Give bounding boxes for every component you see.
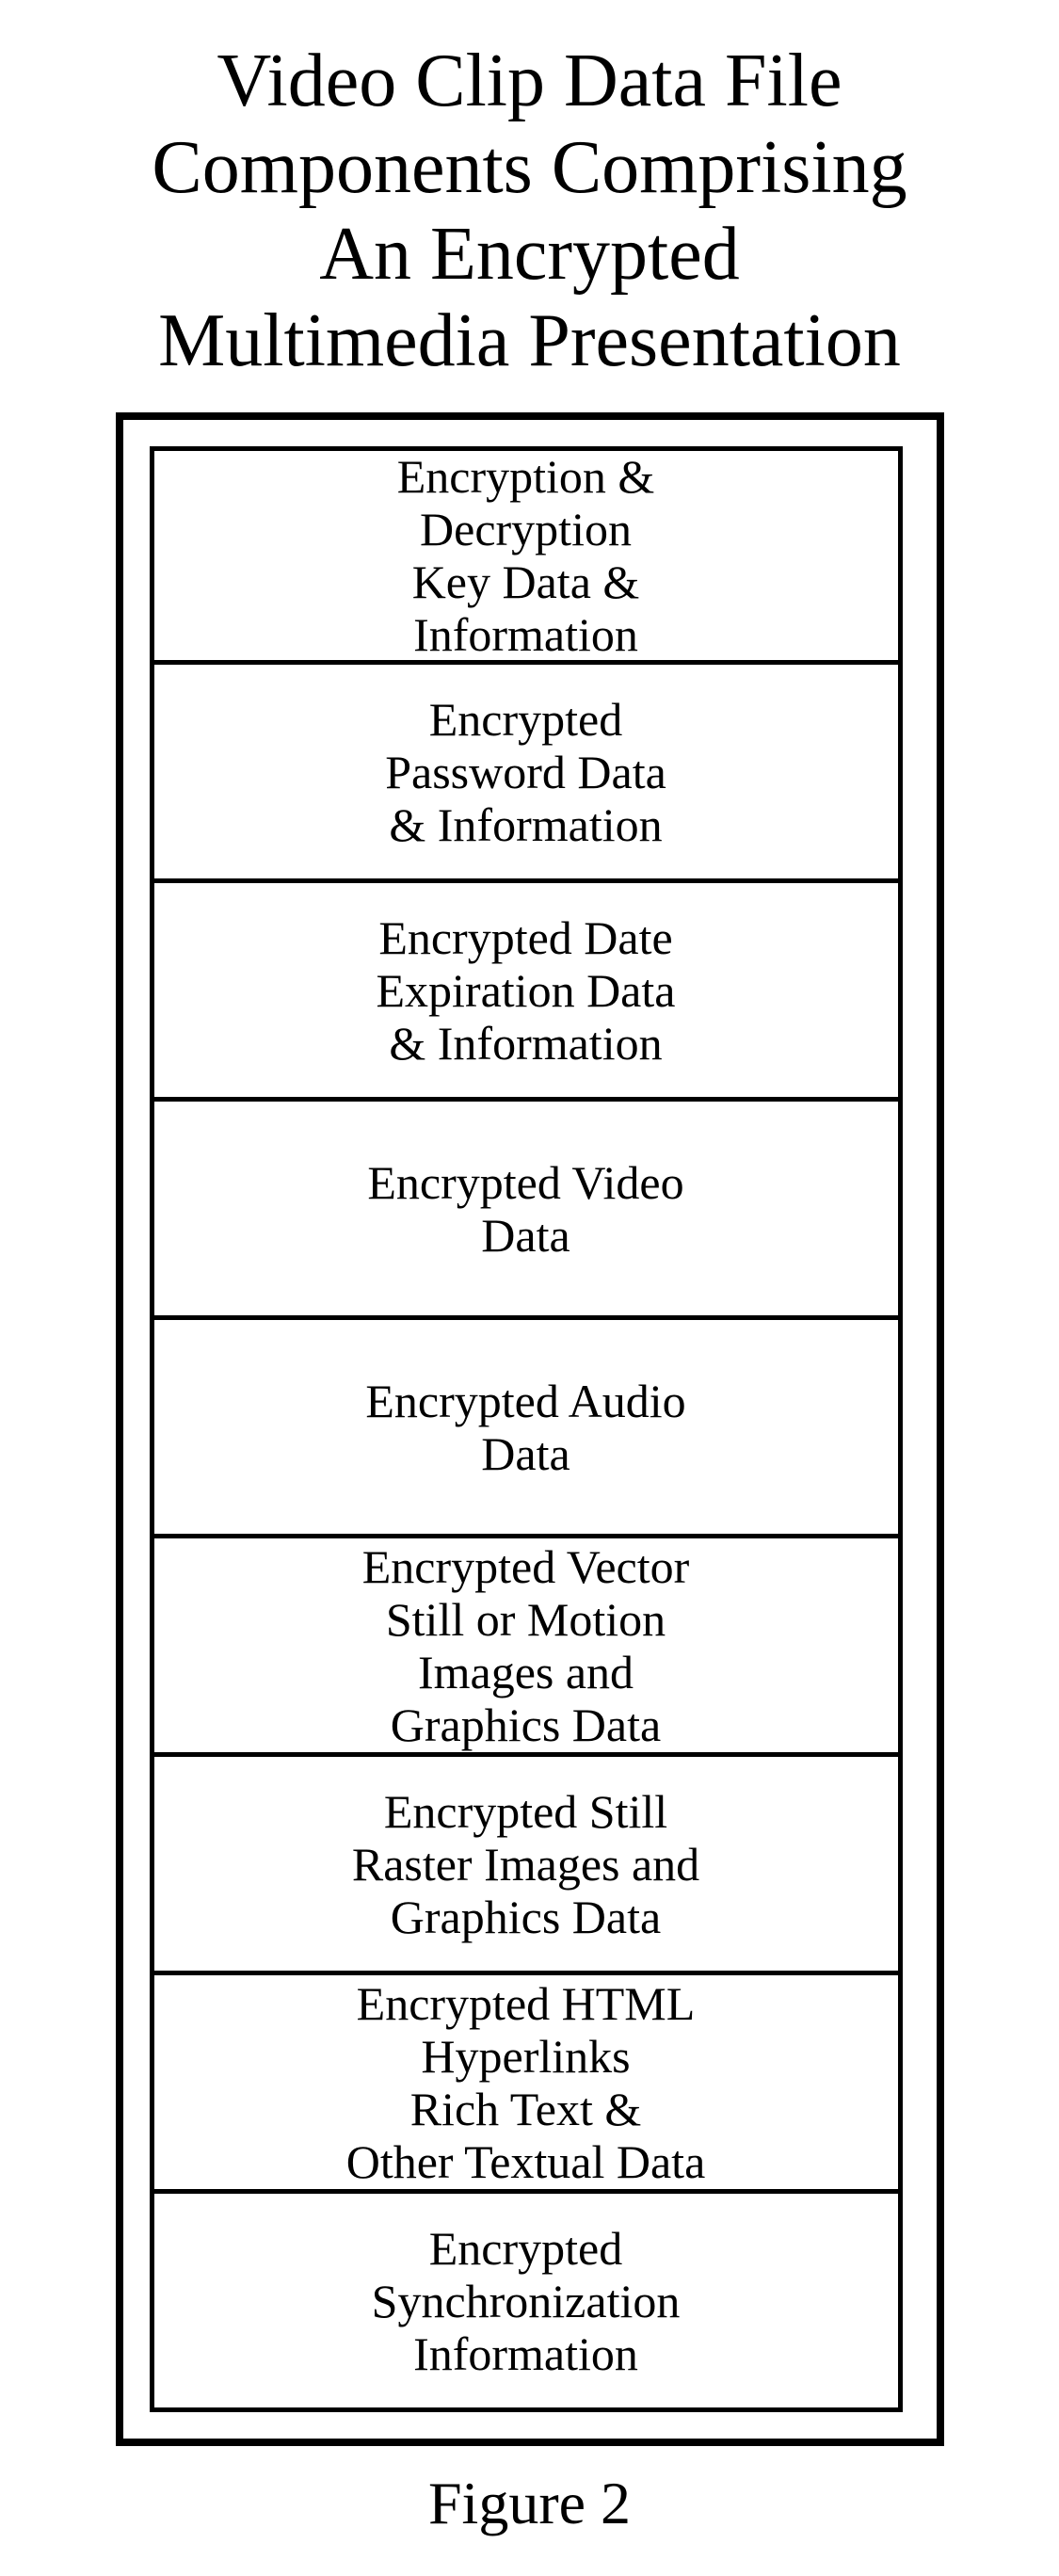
cell-line: Synchronization [372, 2275, 681, 2327]
figure-wrap: Video Clip Data FileComponents Comprisin… [59, 38, 1001, 2538]
cell-text: Encrypted StillRaster Images andGraphics… [352, 1785, 699, 1943]
cell-text: Encryption &DecryptionKey Data &Informat… [397, 450, 655, 661]
cell-line: & Information [389, 798, 662, 851]
component-cell: EncryptedSynchronizationInformation [150, 2194, 903, 2412]
cell-line: Raster Images and [352, 1838, 699, 1891]
cell-text: Encrypted DateExpiration Data& Informati… [377, 911, 676, 1070]
cell-text: EncryptedPassword Data& Information [385, 693, 666, 851]
title-line: Video Clip Data File [217, 40, 842, 122]
cell-text: EncryptedSynchronizationInformation [372, 2222, 681, 2380]
cell-line: Information [413, 2327, 638, 2380]
cell-line: Key Data & [412, 555, 640, 608]
cell-line: Encrypted Audio [365, 1375, 685, 1427]
cell-line: Encrypted [429, 693, 622, 746]
component-cell: EncryptedPassword Data& Information [150, 665, 903, 883]
cell-line: Encrypted Vector [362, 1540, 690, 1593]
title-line: An Encrypted [319, 213, 740, 296]
cell-line: Encrypted Date [378, 911, 672, 964]
cell-line: Still or Motion [386, 1593, 666, 1646]
cell-text: Encrypted AudioData [365, 1375, 685, 1480]
cell-line: Encrypted HTML [357, 1977, 696, 2030]
cell-stack: Encryption &DecryptionKey Data &Informat… [150, 446, 910, 2412]
cell-line: Encrypted Still [384, 1785, 667, 1838]
cell-line: Images and [418, 1646, 634, 1699]
outer-box: Encryption &DecryptionKey Data &Informat… [116, 412, 944, 2446]
cell-line: Encrypted Video [367, 1156, 683, 1209]
component-cell: Encrypted VectorStill or MotionImages an… [150, 1538, 903, 1757]
cell-line: Rich Text & [410, 2083, 642, 2135]
cell-line: Data [481, 1209, 570, 1262]
cell-text: Encrypted VideoData [367, 1156, 683, 1262]
cell-line: Expiration Data [377, 964, 676, 1017]
component-cell: Encrypted DateExpiration Data& Informati… [150, 883, 903, 1102]
cell-line: Encryption & [397, 450, 655, 503]
component-cell: Encrypted AudioData [150, 1320, 903, 1538]
cell-line: Password Data [385, 746, 666, 798]
figure-title: Video Clip Data FileComponents Comprisin… [59, 38, 1001, 384]
cell-line: Information [413, 608, 638, 661]
cell-line: & Information [389, 1017, 662, 1070]
cell-line: Graphics Data [391, 1699, 661, 1751]
cell-text: Encrypted HTMLHyperlinksRich Text &Other… [346, 1977, 706, 2188]
cell-line: Data [481, 1427, 570, 1480]
title-line: Multimedia Presentation [158, 299, 901, 382]
cell-line: Hyperlinks [421, 2030, 630, 2083]
component-cell: Encrypted HTMLHyperlinksRich Text &Other… [150, 1975, 903, 2194]
cell-line: Other Textual Data [346, 2135, 706, 2188]
figure-caption: Figure 2 [59, 2469, 1001, 2538]
component-cell: Encrypted StillRaster Images andGraphics… [150, 1757, 903, 1975]
cell-text: Encrypted VectorStill or MotionImages an… [362, 1540, 690, 1751]
cell-line: Graphics Data [391, 1891, 661, 1943]
title-line: Components Comprising [152, 126, 907, 209]
component-cell: Encryption &DecryptionKey Data &Informat… [150, 446, 903, 665]
component-cell: Encrypted VideoData [150, 1102, 903, 1320]
cell-line: Decryption [420, 503, 632, 555]
cell-line: Encrypted [429, 2222, 622, 2275]
